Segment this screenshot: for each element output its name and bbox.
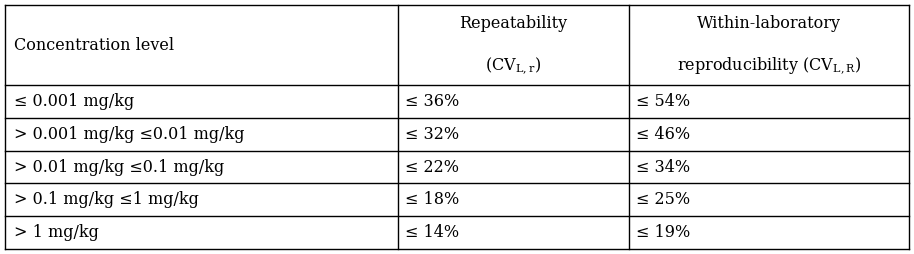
- Text: > 0.01 mg/kg ≤0.1 mg/kg: > 0.01 mg/kg ≤0.1 mg/kg: [14, 158, 224, 176]
- Text: Within-laboratory: Within-laboratory: [697, 15, 841, 32]
- Text: Concentration level: Concentration level: [14, 37, 174, 54]
- Text: Repeatability: Repeatability: [460, 15, 568, 32]
- Text: ≤ 34%: ≤ 34%: [636, 158, 690, 176]
- Text: ≤ 46%: ≤ 46%: [636, 126, 690, 143]
- Text: ≤ 18%: ≤ 18%: [406, 191, 460, 208]
- Text: ≤ 0.001 mg/kg: ≤ 0.001 mg/kg: [14, 93, 133, 110]
- Text: > 0.001 mg/kg ≤0.01 mg/kg: > 0.001 mg/kg ≤0.01 mg/kg: [14, 126, 244, 143]
- Text: > 1 mg/kg: > 1 mg/kg: [14, 224, 99, 241]
- Text: ≤ 22%: ≤ 22%: [406, 158, 460, 176]
- Text: ≤ 19%: ≤ 19%: [636, 224, 690, 241]
- Text: ≤ 32%: ≤ 32%: [406, 126, 460, 143]
- Text: (CV$_{\mathregular{L,r}}$): (CV$_{\mathregular{L,r}}$): [485, 56, 542, 77]
- Text: ≤ 36%: ≤ 36%: [406, 93, 460, 110]
- Text: ≤ 14%: ≤ 14%: [406, 224, 460, 241]
- Text: ≤ 25%: ≤ 25%: [636, 191, 690, 208]
- Text: ≤ 54%: ≤ 54%: [636, 93, 690, 110]
- Text: reproducibility (CV$_{\mathregular{L,R}}$): reproducibility (CV$_{\mathregular{L,R}}…: [677, 56, 862, 77]
- Text: > 0.1 mg/kg ≤1 mg/kg: > 0.1 mg/kg ≤1 mg/kg: [14, 191, 198, 208]
